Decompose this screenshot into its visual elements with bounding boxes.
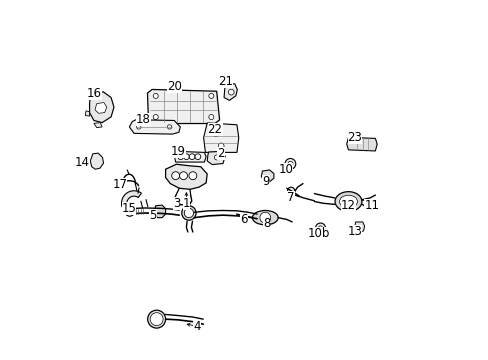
Text: 16: 16 [87, 87, 102, 100]
Circle shape [136, 125, 141, 129]
Polygon shape [94, 123, 102, 128]
Text: 19: 19 [170, 145, 185, 158]
Text: 7: 7 [287, 192, 294, 204]
Polygon shape [353, 222, 364, 233]
Text: 12: 12 [340, 199, 355, 212]
Ellipse shape [339, 195, 357, 208]
Text: 6: 6 [240, 213, 247, 226]
Circle shape [179, 172, 187, 180]
Circle shape [183, 154, 189, 159]
Circle shape [178, 154, 183, 159]
Text: 8: 8 [263, 216, 270, 230]
Circle shape [287, 187, 294, 194]
Circle shape [150, 313, 163, 325]
Circle shape [318, 226, 322, 230]
Text: 11: 11 [364, 199, 379, 212]
Circle shape [287, 161, 292, 166]
Text: 22: 22 [207, 123, 222, 136]
Circle shape [153, 114, 158, 120]
Ellipse shape [252, 211, 278, 225]
Polygon shape [346, 137, 376, 151]
Circle shape [167, 125, 171, 129]
Text: 15: 15 [122, 202, 136, 215]
Circle shape [208, 93, 213, 98]
Text: 17: 17 [112, 178, 127, 191]
Polygon shape [203, 123, 238, 152]
Polygon shape [155, 205, 165, 218]
Text: 21: 21 [218, 75, 233, 88]
Circle shape [184, 208, 193, 218]
Polygon shape [85, 111, 89, 116]
Circle shape [171, 172, 179, 180]
Circle shape [218, 143, 224, 149]
Polygon shape [174, 151, 206, 162]
Text: 20: 20 [167, 80, 182, 93]
Text: 23: 23 [347, 131, 362, 144]
Circle shape [182, 206, 196, 220]
Polygon shape [224, 83, 237, 100]
Text: 10b: 10b [307, 226, 329, 239]
Circle shape [315, 223, 325, 233]
Polygon shape [165, 164, 207, 189]
Text: 1: 1 [183, 197, 190, 210]
Polygon shape [90, 153, 103, 169]
Text: 3: 3 [172, 197, 180, 210]
Text: 13: 13 [347, 225, 362, 238]
Circle shape [208, 114, 213, 120]
Text: 9: 9 [262, 175, 269, 188]
Circle shape [260, 212, 270, 223]
Circle shape [188, 172, 196, 180]
Polygon shape [89, 92, 114, 123]
Circle shape [285, 158, 295, 169]
Circle shape [147, 310, 165, 328]
Polygon shape [121, 191, 141, 207]
Circle shape [214, 155, 219, 160]
Polygon shape [147, 89, 219, 123]
Circle shape [189, 154, 195, 159]
Circle shape [213, 132, 218, 136]
Circle shape [195, 154, 201, 159]
Text: 18: 18 [136, 113, 150, 126]
Ellipse shape [334, 192, 361, 211]
Text: 10: 10 [278, 163, 293, 176]
Circle shape [125, 207, 134, 216]
Circle shape [228, 89, 234, 95]
Polygon shape [207, 151, 224, 165]
Polygon shape [129, 120, 180, 134]
Text: 14: 14 [75, 156, 90, 169]
Text: 4: 4 [193, 320, 201, 333]
Polygon shape [261, 170, 273, 182]
Text: 5: 5 [149, 210, 157, 222]
Text: 2: 2 [217, 147, 224, 159]
Polygon shape [95, 103, 106, 113]
Circle shape [153, 93, 158, 98]
